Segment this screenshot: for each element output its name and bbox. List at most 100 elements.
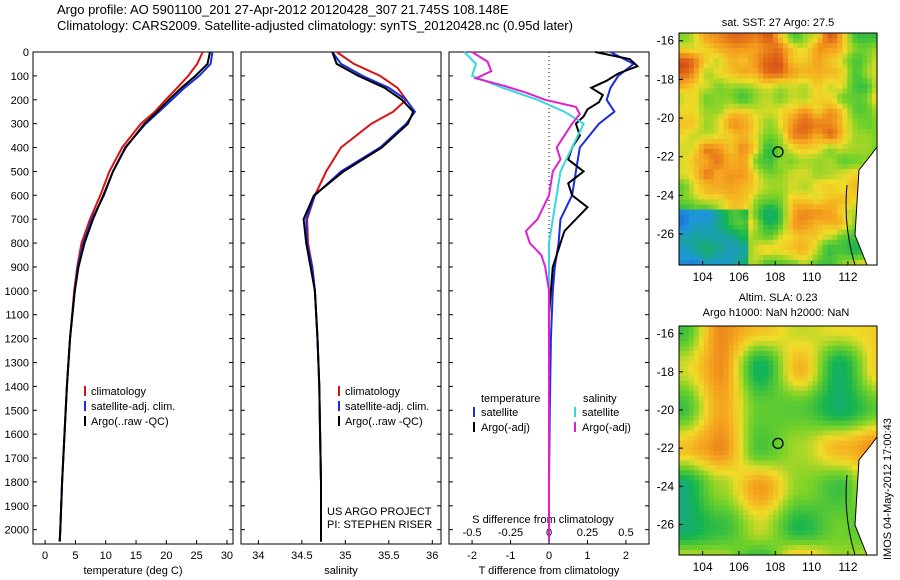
map-cell xyxy=(782,149,789,155)
map-cell xyxy=(827,505,834,511)
map-cell xyxy=(822,244,829,251)
map-cell xyxy=(743,68,749,74)
map-cell xyxy=(792,78,799,85)
x-tick-label: 0 xyxy=(42,550,48,562)
map-cell xyxy=(723,450,730,457)
map-cell xyxy=(787,169,794,175)
map-cell xyxy=(807,254,814,261)
map-cell xyxy=(768,214,774,221)
map-cell xyxy=(753,455,759,462)
x-axis-label: salinity xyxy=(324,565,358,577)
map-cell xyxy=(698,58,705,64)
map-cell xyxy=(728,33,735,39)
map-cell xyxy=(827,159,834,165)
map-cell xyxy=(768,405,774,412)
map-cell xyxy=(743,550,749,556)
map-cell xyxy=(768,68,774,74)
map-cell xyxy=(812,98,819,105)
map-cell xyxy=(698,83,705,90)
map-cell xyxy=(822,249,829,256)
map-cell xyxy=(728,244,735,251)
map-cell xyxy=(688,83,695,90)
map-cell xyxy=(728,370,735,377)
map-cell xyxy=(743,515,749,521)
map-cell xyxy=(763,410,769,417)
map-cell xyxy=(837,390,843,397)
map-cell xyxy=(778,350,784,357)
map-cell xyxy=(852,58,858,64)
map-cell xyxy=(713,395,720,402)
map-cell xyxy=(822,38,829,44)
map-cell xyxy=(787,470,794,476)
map-cell xyxy=(822,475,829,481)
map-cell xyxy=(778,370,784,377)
map-cell xyxy=(787,63,794,69)
map-cell xyxy=(807,455,814,462)
map-cell xyxy=(797,189,804,195)
map-cell xyxy=(703,58,710,64)
map-cell xyxy=(872,33,878,39)
map-cell xyxy=(723,184,730,190)
map-cell xyxy=(733,133,739,140)
map-cell xyxy=(812,149,819,155)
map-cell xyxy=(703,239,710,246)
map-cell xyxy=(807,209,814,216)
map-cell xyxy=(852,420,858,427)
map-cell xyxy=(758,365,764,372)
map-cell xyxy=(683,405,690,412)
map-cell xyxy=(703,224,710,231)
map-cell xyxy=(713,430,720,437)
map-cell xyxy=(748,33,754,39)
map-cell xyxy=(867,93,873,100)
map-cell xyxy=(718,345,725,352)
map-cell xyxy=(842,540,848,546)
map-cell xyxy=(837,184,843,190)
map-cell xyxy=(698,490,705,496)
map-cell xyxy=(679,249,685,256)
map-cell xyxy=(792,199,799,206)
map-cell xyxy=(713,184,720,190)
map-cell xyxy=(708,450,715,457)
map-cell xyxy=(842,375,848,382)
map-cell xyxy=(832,335,838,342)
map-cell xyxy=(703,340,710,347)
map-cell xyxy=(733,515,739,521)
map-cell xyxy=(723,154,730,160)
map-cell xyxy=(822,48,829,54)
map-cell xyxy=(812,465,819,471)
map-cell xyxy=(718,475,725,481)
map-cell xyxy=(683,149,690,155)
map-cell xyxy=(679,540,685,546)
map-cell xyxy=(802,48,809,54)
map-cell xyxy=(822,159,829,165)
map-cell xyxy=(802,515,809,521)
map-cell xyxy=(723,430,730,437)
map-cell xyxy=(867,33,873,39)
map-cell xyxy=(807,470,814,476)
map-cell xyxy=(857,345,863,352)
map-cell xyxy=(748,244,754,251)
map-cell xyxy=(787,390,794,397)
map-cell xyxy=(718,335,725,342)
map-cell xyxy=(852,395,858,402)
map-cell xyxy=(683,490,690,496)
map-cell xyxy=(733,495,739,501)
map-cell xyxy=(723,495,730,501)
map-cell xyxy=(787,550,794,556)
map-cell xyxy=(753,475,759,481)
map-cell xyxy=(679,495,685,501)
map-cell xyxy=(797,118,804,125)
map-cell xyxy=(718,520,725,526)
map-cell xyxy=(867,400,873,407)
map-cell xyxy=(807,435,814,442)
map-cell xyxy=(708,184,715,190)
map-cell xyxy=(698,133,705,140)
map-cell xyxy=(832,194,838,201)
map-cell xyxy=(807,259,814,266)
map-cell xyxy=(857,108,863,115)
map-cell xyxy=(782,33,789,39)
map-cell xyxy=(708,500,715,506)
map-cell xyxy=(683,128,690,135)
map-cell xyxy=(723,370,730,377)
map-cell xyxy=(837,123,843,130)
